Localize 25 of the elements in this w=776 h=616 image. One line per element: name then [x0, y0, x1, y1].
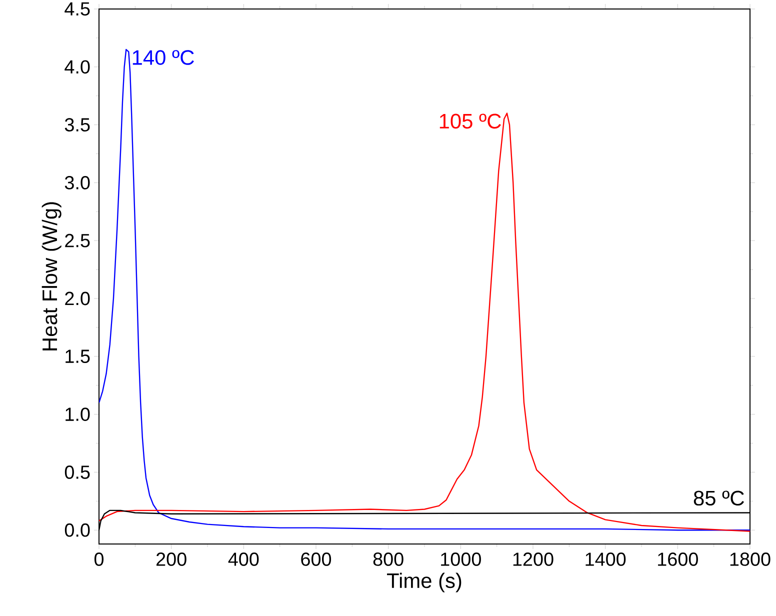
x-tick-label: 1800 — [730, 552, 770, 566]
x-tick-label: 600 — [301, 552, 332, 566]
x-tick-label: 400 — [228, 552, 259, 566]
y-tick-label: 1.5 — [66, 350, 90, 364]
y-axis-title: Heat Flow (W/g) — [42, 202, 62, 350]
series-label: 140 ºC — [132, 50, 194, 65]
y-tick-label: 2.5 — [65, 234, 90, 248]
y-tick-label: 4.0 — [64, 60, 90, 74]
y-tick-label: 2.0 — [65, 292, 90, 306]
x-tick-label: 1400 — [586, 552, 626, 566]
y-tick-label: 4.5 — [64, 2, 90, 16]
y-tick-label: 3.5 — [64, 118, 90, 132]
y-tick-label: 0.0 — [64, 523, 90, 537]
y-tick-label: 0.5 — [64, 466, 90, 479]
x-tick-label: 200 — [156, 552, 186, 566]
x-tick-label: 1200 — [513, 552, 554, 566]
x-tick-label: 0 — [94, 552, 104, 566]
x-tick-label: 1000 — [441, 552, 481, 566]
y-tick-label: 1.0 — [66, 408, 90, 422]
x-tick-label: 1600 — [658, 552, 698, 566]
series-label: 85 ºC — [694, 490, 744, 506]
x-tick-label: 800 — [373, 552, 404, 566]
series-label: 105 ºC — [440, 114, 501, 129]
x-axis-title: Time (s) — [387, 572, 462, 592]
y-tick-label: 3.0 — [64, 176, 90, 190]
